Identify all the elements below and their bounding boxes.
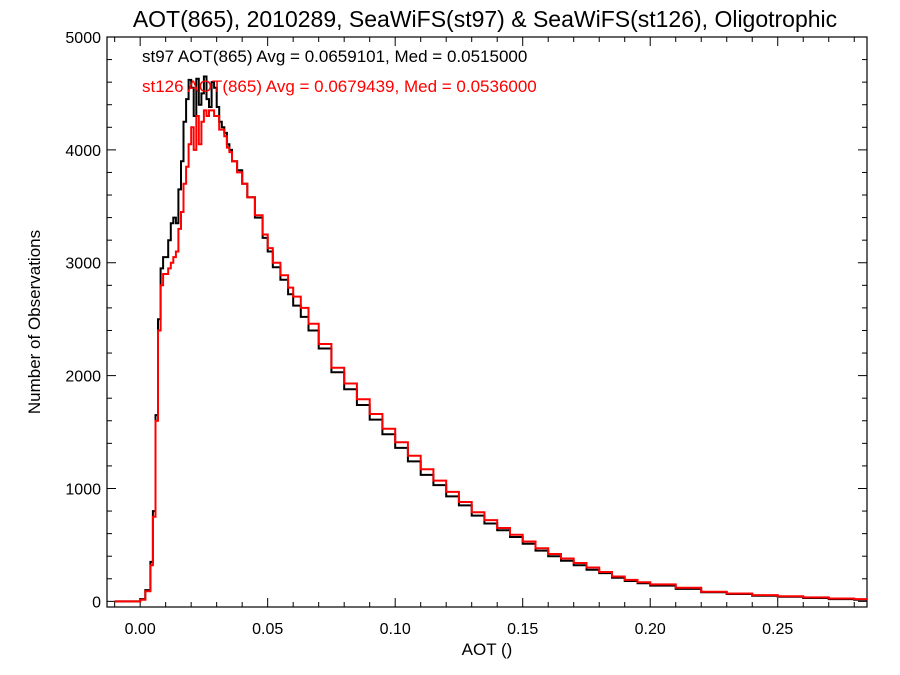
plot-frame [106, 36, 868, 608]
series-lines [114, 75, 867, 603]
series-stats-label: st97 AOT(865) Avg = 0.0659101, Med = 0.0… [142, 47, 527, 66]
x-tick-label: 0.15 [507, 621, 538, 638]
y-tick-label: 5000 [65, 30, 101, 47]
axis-tick-labels: 0.00 0.05 0.10 0.15 0.20 0.25 0 1000 2000 3000 400… [65, 30, 793, 638]
y-tick-label: 4000 [65, 143, 101, 160]
y-tick-label: 3000 [65, 256, 101, 273]
y-tick-label: 1000 [65, 481, 101, 498]
x-tick-label: 0.05 [252, 621, 283, 638]
y-tick-label: 0 [92, 594, 101, 611]
y-axis-label: Number of Observations [25, 230, 44, 414]
chart-title: AOT(865), 2010289, SeaWiFS(st97) & SeaWi… [133, 6, 837, 32]
x-tick-label: 0.20 [635, 621, 666, 638]
axis-ticks [107, 36, 867, 607]
series-line-red [114, 109, 867, 603]
y-tick-label: 2000 [65, 369, 101, 386]
x-tick-label: 0.25 [762, 621, 793, 638]
x-tick-label: 0.00 [125, 621, 156, 638]
series-line-black [114, 75, 867, 603]
x-axis-label: AOT () [462, 640, 513, 659]
series-stats-label: st126 AOT(865) Avg = 0.0679439, Med = 0.… [142, 77, 537, 96]
x-tick-label: 0.10 [380, 621, 411, 638]
